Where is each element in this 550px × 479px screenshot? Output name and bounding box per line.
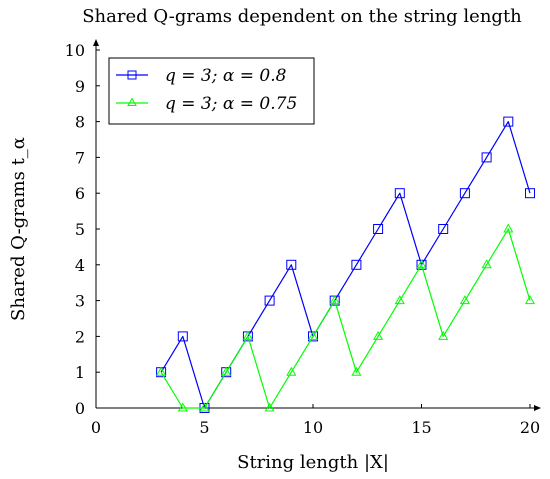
series-1-point-2 [199, 402, 210, 412]
series-1-point-0 [156, 366, 167, 376]
legend: q = 3; α = 0.8 q = 3; α = 0.75 [108, 57, 315, 125]
series-1-point-13 [438, 330, 449, 340]
series-1-point-1 [177, 402, 188, 412]
series-1-point-5 [264, 402, 275, 412]
series-0-point-17 [525, 188, 535, 199]
x-axis-arrow [534, 405, 541, 411]
series-1-point-11 [394, 295, 405, 305]
series-1-point-7 [307, 330, 319, 340]
legend-box [108, 57, 315, 125]
series-1-point-16 [503, 223, 514, 233]
series-1-point-3 [221, 366, 232, 376]
series-0-point-10 [373, 224, 384, 234]
y-axis-label: Shared Q-grams t_α [8, 137, 29, 321]
y-tick-label-9: 9 [75, 77, 85, 96]
legend-label-0: q = 3; α = 0.8 [165, 66, 287, 86]
series-1-point-10 [373, 330, 384, 340]
y-tick-label-6: 6 [75, 184, 85, 203]
y-tick-label-2: 2 [75, 327, 85, 346]
x-tick-label-2: 10 [303, 418, 323, 437]
y-ticks: 0 1 2 3 4 5 6 7 8 9 10 [65, 41, 100, 418]
y-tick-label-0: 0 [75, 399, 85, 418]
x-tick-label-1: 5 [199, 418, 209, 437]
y-tick-label-5: 5 [75, 220, 85, 239]
series-0-point-14 [459, 188, 470, 199]
series-0-point-5 [264, 295, 275, 306]
x-ticks: 0 5 10 15 20 [91, 404, 540, 437]
y-tick-label-8: 8 [75, 113, 85, 132]
series-1 [156, 223, 536, 412]
series-0 [156, 116, 535, 413]
series-1-point-4 [242, 330, 253, 340]
x-tick-label-4: 20 [520, 418, 540, 437]
series-0-point-1 [177, 331, 188, 342]
series-1-point-9 [351, 366, 362, 376]
x-tick-label-3: 15 [411, 418, 431, 437]
legend-marker-1 [127, 97, 137, 106]
y-axis-arrow [93, 39, 99, 46]
y-tick-label-7: 7 [75, 148, 85, 167]
y-tick-label-10: 10 [65, 41, 85, 60]
series-0-point-9 [351, 259, 362, 270]
series-1-point-12 [416, 259, 427, 269]
series-1-point-6 [286, 366, 297, 376]
y-tick-label-3: 3 [75, 292, 85, 311]
series-layer [156, 116, 536, 413]
chart-title: Shared Q-grams dependent on the string l… [82, 6, 522, 27]
series-1-point-14 [459, 295, 470, 305]
series-0-point-15 [481, 152, 492, 163]
series-0-line [160, 120, 531, 409]
x-tick-label-0: 0 [91, 418, 101, 437]
series-1-point-8 [329, 295, 340, 305]
series-0-point-11 [394, 188, 405, 199]
series-1-point-17 [524, 295, 536, 305]
y-tick-label-4: 4 [75, 256, 85, 275]
series-0-point-13 [438, 224, 449, 234]
x-axis-label: String length |X| [237, 452, 389, 473]
y-tick-label-1: 1 [75, 363, 85, 382]
series-1-line [160, 228, 531, 409]
series-0-point-6 [286, 259, 297, 270]
axes [93, 39, 541, 411]
series-0-point-16 [503, 116, 514, 127]
legend-label-1: q = 3; α = 0.75 [165, 94, 297, 114]
series-1-point-15 [481, 259, 492, 269]
legend-marker-0 [127, 70, 137, 80]
